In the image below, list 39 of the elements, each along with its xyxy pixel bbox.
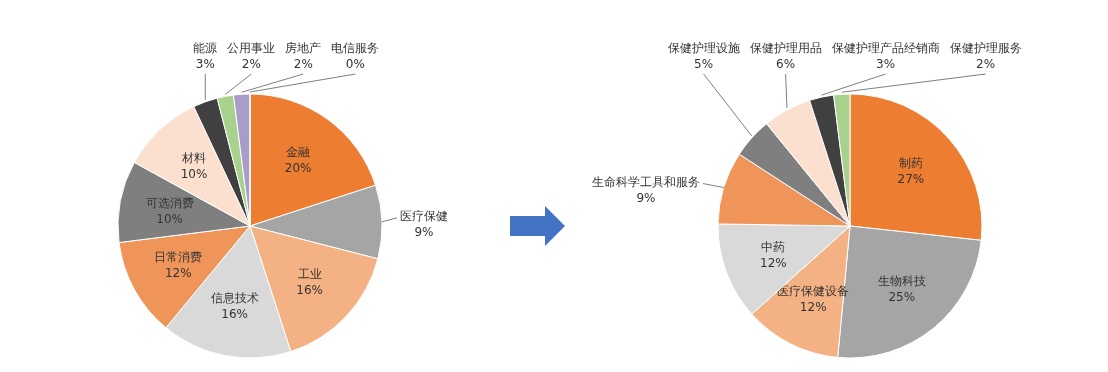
slice-label: 公用事业	[227, 41, 276, 55]
slice-label: 金融	[286, 144, 311, 159]
data-label: 9%	[414, 224, 434, 239]
slice-label: 房地产	[285, 41, 322, 55]
text: 0%	[345, 57, 365, 71]
slice-label: 日常消费	[154, 250, 203, 265]
data-label: 16%	[296, 283, 323, 298]
category-label: 电信服务	[331, 41, 380, 55]
data-label: 2%	[976, 57, 996, 71]
slice-label: 保健护理设施	[667, 41, 740, 55]
data-label: 20%	[284, 160, 312, 175]
slice-label: 生物科技	[877, 274, 926, 289]
slice-label: 可选消费	[145, 195, 194, 210]
data-label: 16%	[221, 307, 248, 322]
data-label: 6%	[776, 57, 796, 71]
slice-label: 保健护理产品经销商	[831, 41, 940, 55]
slice-label: 能源	[193, 41, 218, 55]
data-label: 9%	[636, 190, 656, 205]
slice-label: 信息技术	[210, 291, 259, 306]
slice-label: 材料	[180, 151, 206, 166]
slice-label: 保健护理服务	[949, 41, 1022, 55]
slice-label: 生命科学工具和服务	[592, 174, 700, 189]
slice-label: 保健护理用品	[749, 41, 822, 55]
data-label: 2%	[241, 57, 261, 71]
slice-label: 医疗保健	[400, 208, 448, 223]
slice-label: 工业	[297, 267, 322, 282]
slice-label: 中药	[761, 239, 786, 254]
data-label: 27%	[897, 172, 925, 187]
data-label: 3%	[195, 57, 215, 71]
data-label: 3%	[876, 57, 896, 71]
data-label: 12%	[760, 255, 787, 270]
data-label: 25%	[888, 290, 916, 305]
data-label: 2%	[293, 57, 313, 71]
slice-label: 制药	[898, 156, 923, 171]
data-label: 10%	[180, 167, 208, 182]
data-label: 12%	[164, 266, 192, 281]
data-label: 12%	[799, 300, 827, 315]
data-label: 10%	[156, 211, 183, 226]
data-label: 5%	[694, 57, 714, 71]
